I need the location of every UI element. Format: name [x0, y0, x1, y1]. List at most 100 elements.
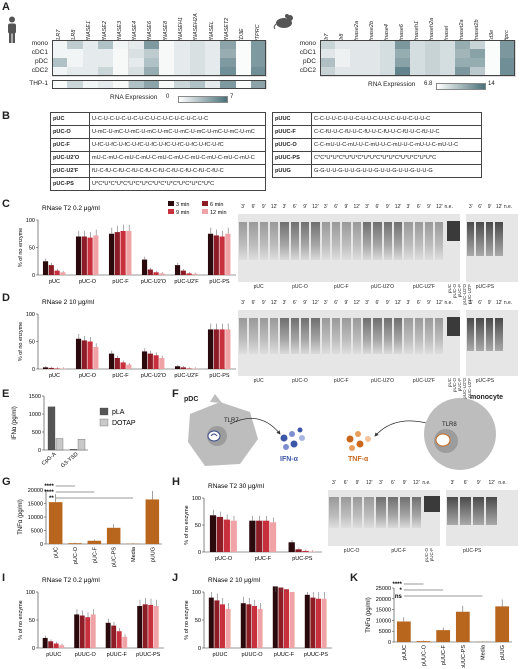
- gel-band: [460, 496, 472, 525]
- y-tick-label: 10000: [376, 618, 391, 624]
- chart-k: 0 5000 10000 15000 20000 25000 TNFα (pg/ml) pUU…: [366, 582, 512, 668]
- bar: [48, 265, 54, 275]
- x-tick-label: pUC-PS: [209, 373, 230, 379]
- x-tick-label: CpG-A: [41, 451, 58, 467]
- gel-band: [424, 317, 434, 355]
- sequence-value: mU-C-mU-C-mU-C-mU-C-mU-C-mU-C-mU-C-mU-C-…: [89, 151, 266, 165]
- gel-time-label: 12': [353, 300, 360, 306]
- gel-band: [259, 222, 268, 260]
- y-tick-label: 0: [32, 646, 35, 652]
- tlr7-label: TLR7: [224, 418, 239, 424]
- bar: [141, 259, 148, 275]
- x-tick-label: pUUC-PS: [136, 652, 160, 658]
- gel-time-label: 12': [436, 204, 443, 210]
- sequence-value: C-C-mU-U-C-mU-U-C-mU-U-C-mU-U-C-mU-U-C-m…: [311, 138, 482, 152]
- gel-band: [411, 496, 422, 528]
- heatmap-row-label: cDC2: [31, 67, 48, 74]
- bar: [180, 367, 186, 369]
- gel-band: [340, 496, 351, 528]
- gel-band: [435, 222, 444, 260]
- gel-time-label: 12': [495, 300, 503, 306]
- gel-band: [280, 317, 289, 355]
- gel-time-label: 3': [241, 204, 246, 210]
- gel-lane-label: pUC-F: [333, 378, 349, 384]
- legend-label: 12 min: [210, 210, 227, 216]
- sequence-row: pUUC-F C-C-fU-U-C-fU-U-C-fU-U-C-fU-U-C-fU…: [272, 125, 482, 139]
- sequence-row: pUC-F U-fC-U-fC-U-fC-U-fC-U-fC-U-fC-U-fC-…: [50, 138, 266, 152]
- gel-ne-label: n.e.: [444, 300, 453, 306]
- x-tick-label: pUC-O: [73, 546, 79, 564]
- gel-band: [399, 496, 410, 528]
- y-axis-label: TNFα (pg/ml): [18, 499, 24, 534]
- bar: [220, 604, 225, 648]
- legend-swatch: [202, 201, 208, 206]
- gel-band: [383, 317, 392, 355]
- gel-time-label: 9': [344, 300, 349, 306]
- sequence-name: pUC-F: [50, 138, 90, 152]
- x-tick-label: pUUC-F: [107, 652, 128, 658]
- sequence-row: pUUC-O C-C-mU-U-C-mU-U-C-mU-U-C-mU-U-C-mU…: [272, 138, 482, 152]
- bar: [455, 611, 470, 642]
- bar: [213, 329, 219, 369]
- bar: [207, 233, 214, 275]
- gel-band: [364, 496, 375, 528]
- gel-band: [486, 496, 498, 525]
- panel-label-i: I: [2, 572, 6, 584]
- x-tick-label: pUC-U2'O: [141, 373, 167, 379]
- sequence-value: fU-C-fU-C-fU-C-fU-C-fU-C-fU-C-fU-C-fU-C-…: [89, 164, 266, 178]
- bar: [174, 366, 181, 369]
- y-axis-label: TNFα (pg/ml): [366, 597, 372, 632]
- bar: [249, 520, 256, 552]
- gel-time-label: 6': [292, 300, 297, 306]
- gel-time-label: 6': [251, 204, 256, 210]
- gel-band: [495, 317, 503, 351]
- bar: [263, 520, 270, 552]
- bar: [295, 549, 302, 552]
- gel-band: [239, 317, 248, 355]
- x-tick-label: pUUC-O: [241, 652, 263, 658]
- y-tick-label: 100: [26, 590, 35, 596]
- x-tick-label: pUC-U2'O: [141, 279, 167, 285]
- panel-label-a: A: [2, 1, 10, 13]
- monocyte-label: monocyte: [470, 394, 504, 401]
- gel-time-label: 9': [344, 204, 349, 210]
- gel-band: [331, 222, 341, 260]
- bar: [55, 438, 64, 451]
- x-tick-label: pUC-PS: [292, 556, 313, 562]
- legend-label: 6 min: [210, 202, 223, 208]
- heatmap-row-label: THP-1: [29, 80, 48, 87]
- gel-band: [424, 495, 440, 513]
- gel-time-label: 3': [282, 300, 287, 306]
- gel-band: [352, 317, 361, 355]
- x-tick-label: pUC-F: [255, 556, 272, 562]
- gel-lane-label: pUC-F: [333, 284, 349, 290]
- bar: [208, 597, 214, 648]
- gel-ne-lane-label: pUC: [446, 284, 452, 294]
- heatmap-human: TLR7 TLR8 RNASE1 RNASE2 RNASE3 RNASE4 RNASE6 RN…: [2, 0, 270, 110]
- bar: [116, 631, 122, 648]
- heatmap-row-label: cDC1: [31, 49, 48, 56]
- x-tick-label: pUC-O: [215, 556, 233, 562]
- bar: [148, 604, 154, 648]
- gel-ne-lane-label: pUC-O: [451, 284, 457, 299]
- gel-band: [404, 317, 413, 355]
- bar: [495, 606, 510, 642]
- x-tick-label: pUUC-F: [441, 644, 447, 665]
- bar: [153, 606, 159, 648]
- bar: [126, 231, 132, 275]
- gel-image: [238, 214, 460, 282]
- significance-label: *: [399, 588, 402, 594]
- bar: [47, 406, 56, 451]
- gel-band: [342, 222, 351, 260]
- bar: [310, 597, 316, 648]
- bar: [53, 643, 59, 648]
- gel-time-label: 12': [312, 204, 319, 210]
- bar: [108, 233, 115, 275]
- bar: [209, 515, 217, 552]
- bar: [284, 589, 289, 648]
- x-tick-label: pUUC: [402, 645, 408, 660]
- sequence-table-puc: pUC U-C-U-C-U-C-U-C-U-C-U-C-U-C-U-C-U-C-U…: [50, 112, 266, 191]
- gel-band: [446, 220, 460, 242]
- sequence-value: C-C-fU-U-C-fU-U-C-fU-U-C-fU-U-C-fU-U-C-f…: [311, 125, 482, 139]
- y-tick-label: 5000: [31, 529, 43, 535]
